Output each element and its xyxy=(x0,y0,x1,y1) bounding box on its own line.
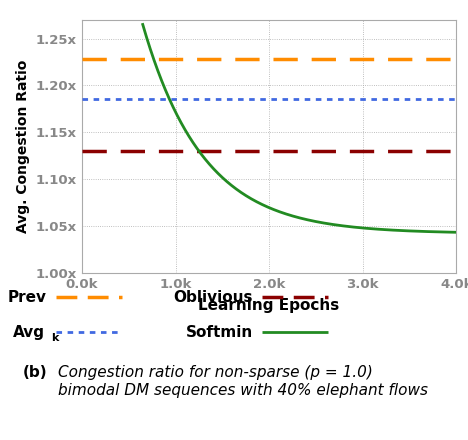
Text: Oblivious: Oblivious xyxy=(173,290,253,304)
X-axis label: Learning Epochs: Learning Epochs xyxy=(198,297,340,312)
Text: Congestion ratio for non-sparse (p = 1.0)
bimodal DM sequences with 40% elephant: Congestion ratio for non-sparse (p = 1.0… xyxy=(58,365,428,398)
Text: Softmin: Softmin xyxy=(185,325,253,340)
Y-axis label: Avg. Congestion Ratio: Avg. Congestion Ratio xyxy=(16,59,30,233)
Text: (b): (b) xyxy=(23,365,47,380)
Text: Avg: Avg xyxy=(13,325,44,340)
Text: Prev: Prev xyxy=(8,290,47,304)
Text: k: k xyxy=(51,333,58,343)
